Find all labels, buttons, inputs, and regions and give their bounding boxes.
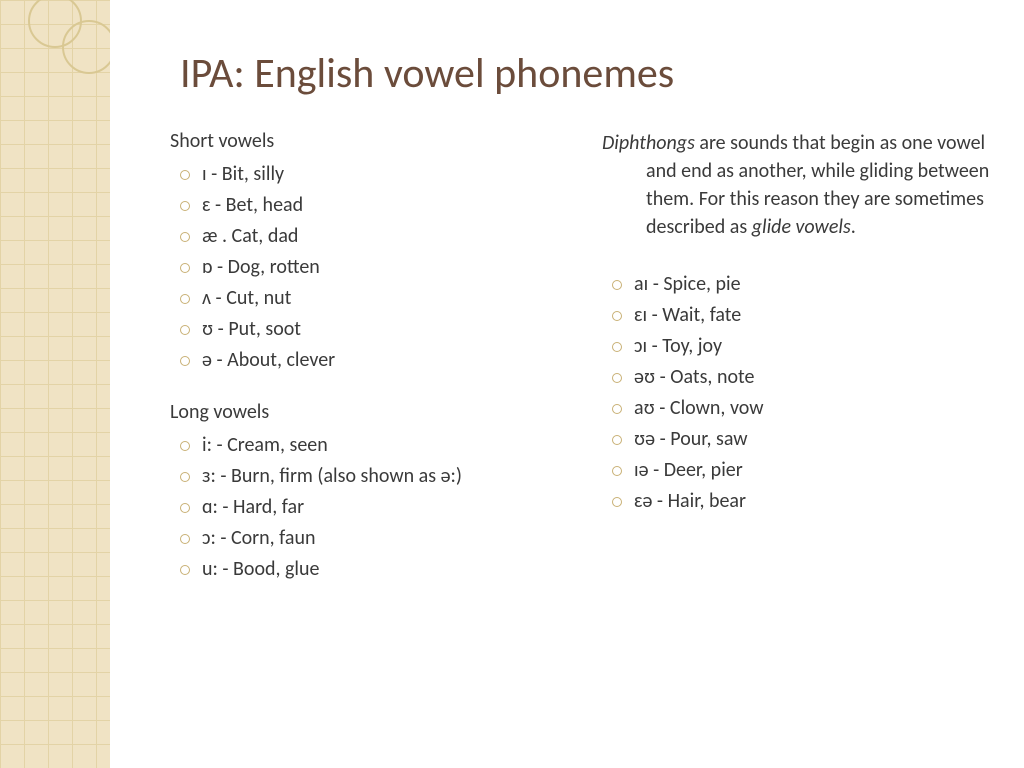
- list-item: ɜ: - Burn, firm (also shown as ə:): [174, 461, 562, 492]
- list-item: ɑ: - Hard, far: [174, 492, 562, 523]
- list-item: ɪə - Deer, pier: [606, 455, 994, 486]
- short-vowels-list: ɪ - Bit, sillyɛ - Bet, headæ . Cat, dadɒ…: [174, 159, 562, 376]
- left-column: Short vowels ɪ - Bit, sillyɛ - Bet, head…: [170, 129, 562, 609]
- long-vowels-list: i: - Cream, seenɜ: - Burn, firm (also sh…: [174, 430, 562, 585]
- diphthongs-list: aɪ - Spice, pieɛɪ - Wait, fateɔɪ - Toy, …: [606, 269, 994, 517]
- glide-vowels-term: glide vowels: [752, 215, 851, 239]
- list-item: əʊ - Oats, note: [606, 362, 994, 393]
- page-title: IPA: English vowel phonemes: [180, 48, 994, 99]
- list-item: ʌ - Cut, nut: [174, 283, 562, 314]
- list-item: ɛɪ - Wait, fate: [606, 300, 994, 331]
- diphthongs-intro: Diphthongs are sounds that begin as one …: [602, 129, 994, 241]
- list-item: ɛ - Bet, head: [174, 190, 562, 221]
- list-item: ɛə - Hair, bear: [606, 486, 994, 517]
- list-item: ə - About, clever: [174, 345, 562, 376]
- list-item: æ . Cat, dad: [174, 221, 562, 252]
- list-item: ʊə - Pour, saw: [606, 424, 994, 455]
- long-vowels-heading: Long vowels: [170, 400, 562, 424]
- list-item: aʊ - Clown, vow: [606, 393, 994, 424]
- columns-container: Short vowels ɪ - Bit, sillyɛ - Bet, head…: [170, 129, 994, 609]
- list-item: ɔɪ - Toy, joy: [606, 331, 994, 362]
- slide-content: IPA: English vowel phonemes Short vowels…: [110, 0, 1024, 768]
- list-item: ʊ - Put, soot: [174, 314, 562, 345]
- diphthongs-term: Diphthongs: [602, 131, 695, 155]
- intro-end: .: [851, 215, 856, 239]
- list-item: ɒ - Dog, rotten: [174, 252, 562, 283]
- list-item: ɪ - Bit, silly: [174, 159, 562, 190]
- list-item: aɪ - Spice, pie: [606, 269, 994, 300]
- decorative-ring: [62, 20, 116, 74]
- list-item: i: - Cream, seen: [174, 430, 562, 461]
- list-item: u: - Bood, glue: [174, 554, 562, 585]
- list-item: ɔ: - Corn, faun: [174, 523, 562, 554]
- short-vowels-heading: Short vowels: [170, 129, 562, 153]
- right-column: Diphthongs are sounds that begin as one …: [602, 129, 994, 609]
